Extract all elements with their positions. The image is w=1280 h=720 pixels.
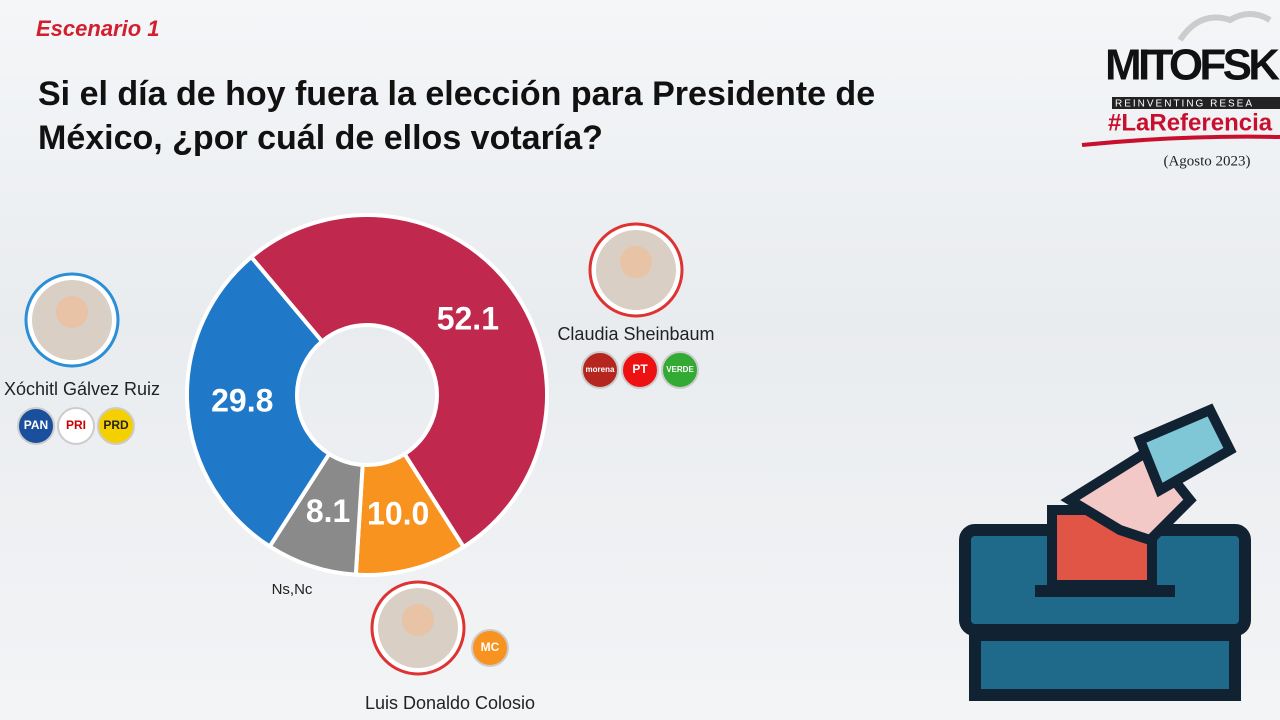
logo-emblem (1177, 11, 1272, 42)
ballot-box (959, 403, 1251, 701)
party-logo (621, 351, 659, 389)
party-logo (581, 351, 619, 389)
candidate-name: Ns,Nc (272, 581, 313, 598)
party-logo (97, 407, 135, 445)
logo-brand: MITOFSK (1105, 41, 1280, 90)
party-name: MC (481, 640, 500, 654)
logo-swoosh (1081, 134, 1280, 147)
chart-title: Si el día de hoy fuera la elección para … (38, 75, 876, 157)
party-name: VERDE (666, 365, 694, 374)
party-logo (471, 629, 509, 667)
logo-hashtag: #LaReferencia (1108, 109, 1273, 136)
candidate-name: Luis Donaldo Colosio (365, 693, 535, 713)
party-logo (661, 351, 699, 389)
party-name: PT (632, 362, 648, 376)
party-name: PRD (103, 418, 129, 432)
value-label: 8.1 (306, 493, 350, 529)
scenario: Escenario 1 (36, 16, 160, 41)
title-box: Si el día de hoy fuera la elección para … (38, 75, 876, 157)
logo-tagline: REINVENTING RESEA (1115, 99, 1254, 110)
box-bottom (969, 629, 1241, 701)
slice (248, 213, 549, 550)
value-label: 29.8 (211, 382, 273, 418)
value-label: 10.0 (367, 496, 429, 532)
candidate-name: Xóchitl Gálvez Ruiz (4, 379, 160, 399)
slice (185, 254, 332, 550)
sleeve (1133, 403, 1237, 498)
party-name: morena (586, 365, 615, 374)
candidate-face (620, 246, 652, 278)
party-name: PRI (66, 418, 86, 432)
candidate-face (402, 604, 434, 636)
logo: MITOFSK REINVENTING RESEA #LaReferencia … (1081, 11, 1280, 169)
party-logo (17, 407, 55, 445)
logo-date: (Agosto 2023) (1163, 153, 1250, 169)
candidate-name: Claudia Sheinbaum (557, 324, 714, 344)
logo-bar (1112, 97, 1280, 109)
party-logo (57, 407, 95, 445)
value-label: 52.1 (437, 301, 499, 337)
candidate-face (56, 296, 88, 328)
party-name: PAN (24, 418, 48, 432)
